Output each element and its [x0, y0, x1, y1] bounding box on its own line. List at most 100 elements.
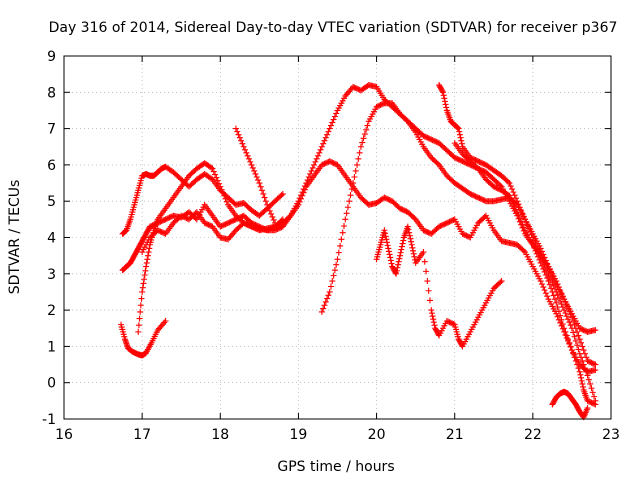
data-point: [578, 377, 585, 384]
data-point: [423, 134, 430, 141]
x-tick-label: 19: [290, 427, 308, 443]
data-point: [546, 281, 553, 288]
data-point: [566, 308, 573, 315]
data-point: [561, 296, 568, 303]
data-point: [154, 227, 161, 234]
data-point: [326, 158, 333, 165]
data-point: [561, 307, 568, 314]
x-tick-label: 22: [524, 427, 542, 443]
data-point: [395, 261, 402, 268]
data-point: [244, 152, 251, 159]
data-point: [159, 217, 166, 224]
data-point: [580, 327, 587, 334]
data-point: [507, 195, 514, 202]
data-point: [398, 206, 405, 213]
data-point: [443, 219, 450, 226]
data-point: [329, 278, 336, 285]
data-point: [572, 337, 579, 344]
data-point: [236, 134, 243, 141]
data-point: [423, 268, 430, 275]
data-point: [243, 149, 250, 156]
data-point: [557, 312, 564, 319]
data-point: [161, 230, 168, 237]
data-point: [554, 304, 561, 311]
data-point: [316, 149, 323, 156]
data-point: [476, 158, 483, 165]
data-point: [545, 278, 552, 285]
data-point: [423, 228, 430, 235]
data-point: [460, 231, 467, 238]
x-tick-label: 18: [211, 427, 229, 443]
data-point: [397, 249, 404, 256]
data-point: [533, 250, 540, 257]
data-point: [165, 215, 172, 222]
data-point: [158, 229, 165, 236]
data-point: [544, 275, 551, 282]
data-point: [505, 178, 512, 185]
data-point: [421, 133, 428, 140]
data-point: [400, 207, 407, 214]
data-point: [468, 191, 475, 198]
data-point: [268, 210, 275, 217]
data-point: [563, 332, 570, 339]
data-point: [430, 137, 437, 144]
data-point: [218, 223, 225, 230]
data-point: [557, 319, 564, 326]
x-tick-label: 16: [55, 427, 73, 443]
data-point: [439, 88, 446, 95]
data-point: [538, 262, 545, 269]
data-point: [562, 328, 569, 335]
data-point: [481, 197, 488, 204]
data-point: [565, 316, 572, 323]
data-point: [450, 321, 457, 328]
data-point: [566, 319, 573, 326]
data-point: [455, 125, 462, 132]
data-point: [136, 315, 143, 322]
data-point: [540, 251, 547, 258]
data-point: [141, 276, 148, 283]
data-point: [327, 122, 334, 129]
data-point: [381, 227, 388, 234]
data-point: [363, 126, 370, 133]
data-point: [279, 190, 286, 197]
x-axis-label: GPS time / hours: [277, 459, 394, 475]
data-point: [493, 184, 500, 191]
data-point: [215, 180, 222, 187]
data-point: [143, 263, 150, 270]
data-point: [421, 258, 428, 265]
data-point: [567, 311, 574, 318]
data-point: [247, 158, 254, 165]
data-point: [565, 305, 572, 312]
data-point: [567, 343, 574, 350]
data-point: [222, 195, 229, 202]
data-point: [258, 187, 265, 194]
data-point: [385, 248, 392, 255]
data-point: [589, 360, 596, 367]
series-arc-8: [373, 223, 505, 350]
data-point: [138, 295, 145, 302]
data-point: [146, 223, 153, 230]
data-point: [411, 215, 418, 222]
data-point: [383, 236, 390, 243]
data-point: [559, 304, 566, 311]
data-point: [437, 223, 444, 230]
data-point: [405, 226, 412, 233]
data-point: [572, 357, 579, 364]
data-point: [242, 220, 249, 227]
data-point: [338, 236, 345, 243]
data-point: [213, 174, 220, 181]
data-point: [255, 177, 262, 184]
data-point: [223, 220, 230, 227]
y-tick-label: 4: [47, 231, 56, 247]
data-point: [516, 204, 523, 211]
data-point: [439, 89, 446, 96]
data-point: [481, 213, 488, 220]
data-point: [271, 219, 278, 226]
series-arc-11: [549, 388, 591, 421]
data-point: [231, 216, 238, 223]
data-point: [591, 400, 598, 407]
data-point: [538, 281, 545, 288]
data-point: [326, 125, 333, 132]
data-point: [429, 137, 436, 144]
data-point: [320, 161, 327, 168]
